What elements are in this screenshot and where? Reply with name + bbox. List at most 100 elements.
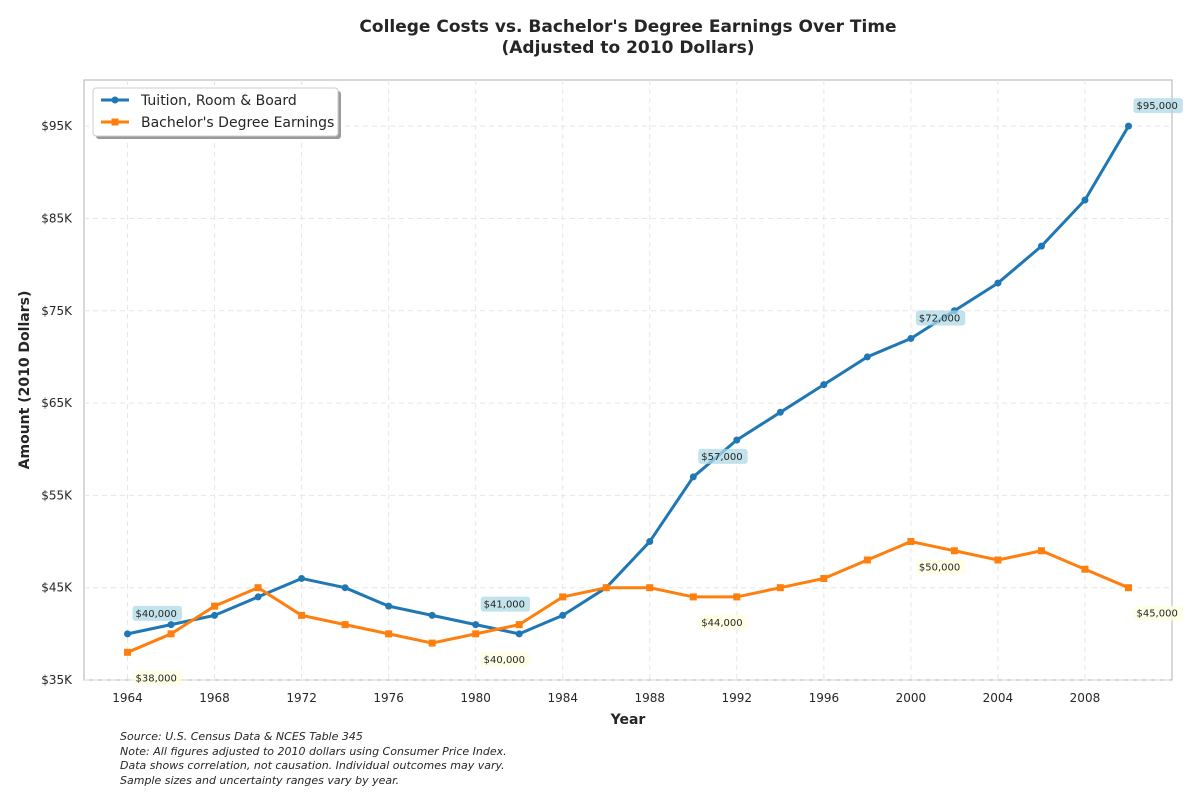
y-tick-label: $35K <box>41 673 73 687</box>
data-point <box>472 630 480 638</box>
annotation-label: $72,000 <box>919 313 960 324</box>
data-point <box>341 621 349 629</box>
data-annotations: $40,000 $41,000 $57,000 $72,000 $95,000 $38,0… <box>132 98 1183 686</box>
data-point <box>733 593 741 601</box>
data-point <box>167 621 175 629</box>
data-point <box>254 584 262 592</box>
annotation-label: $40,000 <box>484 655 525 666</box>
legend-label: Tuition, Room & Board <box>140 93 297 109</box>
data-point <box>254 593 262 601</box>
data-point <box>733 436 741 444</box>
data-point <box>646 584 654 592</box>
data-point <box>428 639 436 647</box>
annotation-label: $50,000 <box>919 563 960 574</box>
series-line-1 <box>126 540 1130 654</box>
data-point <box>1081 565 1089 573</box>
chart-title-line-1: College Costs vs. Bachelor's Degree Earn… <box>359 17 896 37</box>
y-tick-label: $55K <box>41 488 73 502</box>
legend: Tuition, Room & Board Bachelor's Degree E… <box>92 87 341 139</box>
data-point <box>820 574 828 582</box>
data-point <box>602 584 610 592</box>
annotation-box <box>480 651 531 667</box>
x-axis-label: Year <box>610 712 646 728</box>
annotation-box <box>132 605 182 621</box>
footnote-sample-sizes: Sample sizes and uncertainty ranges vary… <box>120 773 400 787</box>
x-tick-label: 1968 <box>199 691 230 705</box>
data-point <box>211 602 219 610</box>
y-axis-label: Amount (2010 Dollars) <box>17 291 33 470</box>
data-point <box>472 621 480 629</box>
x-tick-label: 1980 <box>460 691 491 705</box>
data-point <box>776 584 784 592</box>
annotation-box <box>132 670 182 686</box>
data-point <box>1037 547 1045 555</box>
annotation-label: $44,000 <box>701 618 742 629</box>
footnote-source: Source: U.S. Census Data & NCES Table 34… <box>120 730 363 743</box>
x-tick-label: 1988 <box>634 691 665 705</box>
annotation-box <box>915 310 966 326</box>
x-tick-label: 2008 <box>1070 691 1101 705</box>
data-point <box>385 602 393 610</box>
data-point <box>124 648 132 656</box>
data-point <box>559 593 567 601</box>
data-point <box>341 584 349 592</box>
series-lines <box>124 122 1132 656</box>
data-point <box>689 473 697 481</box>
annotation-box <box>480 596 531 612</box>
data-point <box>820 381 828 389</box>
legend-marker <box>111 118 119 126</box>
x-tick-label: 2004 <box>983 691 1014 705</box>
y-tick-label: $85K <box>41 211 73 225</box>
annotation-label: $57,000 <box>701 452 742 463</box>
data-point <box>994 556 1002 564</box>
legend-label: Bachelor's Degree Earnings <box>141 115 334 131</box>
annotation-box <box>915 559 966 575</box>
y-axis-ticks: $35K $45K $55K $65K $75K $85K $95K <box>41 119 73 687</box>
x-tick-label: 1984 <box>547 691 578 705</box>
legend-marker <box>111 96 119 104</box>
data-point <box>385 630 393 638</box>
data-point <box>211 611 219 619</box>
data-point <box>298 574 306 582</box>
data-point <box>994 279 1002 287</box>
annotation-label: $95,000 <box>1136 101 1177 112</box>
y-tick-label: $95K <box>41 119 73 133</box>
data-point <box>863 353 871 361</box>
chart-title-line-2: (Adjusted to 2010 Dollars) <box>501 38 754 58</box>
data-point <box>776 408 784 416</box>
annotation-box <box>1133 605 1183 621</box>
data-point <box>124 630 132 638</box>
annotation-label: $38,000 <box>136 673 177 684</box>
series-line-0 <box>126 124 1130 636</box>
data-point <box>428 611 436 619</box>
x-tick-label: 1964 <box>112 691 143 705</box>
annotation-box <box>698 448 748 464</box>
x-tick-label: 1972 <box>286 691 317 705</box>
x-tick-label: 2000 <box>896 691 927 705</box>
data-point <box>1124 122 1132 130</box>
data-point <box>167 630 175 638</box>
y-tick-label: $75K <box>41 304 73 318</box>
footnote-note: Note: All figures adjusted to 2010 dolla… <box>120 744 507 758</box>
data-point <box>863 556 871 564</box>
data-point <box>689 593 697 601</box>
y-tick-label: $65K <box>41 396 73 410</box>
data-point <box>1037 242 1045 250</box>
x-tick-label: 1976 <box>373 691 404 705</box>
data-point <box>559 611 567 619</box>
data-point <box>1081 196 1089 204</box>
annotation-label: $45,000 <box>1136 609 1177 620</box>
x-tick-label: 1996 <box>809 691 840 705</box>
data-point <box>646 538 654 546</box>
footnote-correlation: Data shows correlation, not causation. I… <box>120 759 505 772</box>
data-point <box>950 547 958 555</box>
data-point <box>298 611 306 619</box>
data-point <box>515 630 523 638</box>
x-axis-ticks: 1964 1968 1972 1976 1980 1984 1988 1992 1996 2000… <box>112 691 1100 705</box>
data-point <box>907 538 915 546</box>
data-point <box>1124 584 1132 592</box>
annotation-label: $40,000 <box>136 609 177 620</box>
legend-box <box>92 87 339 137</box>
chart-footnote: Source: U.S. Census Data & NCES Table 34… <box>120 730 507 788</box>
